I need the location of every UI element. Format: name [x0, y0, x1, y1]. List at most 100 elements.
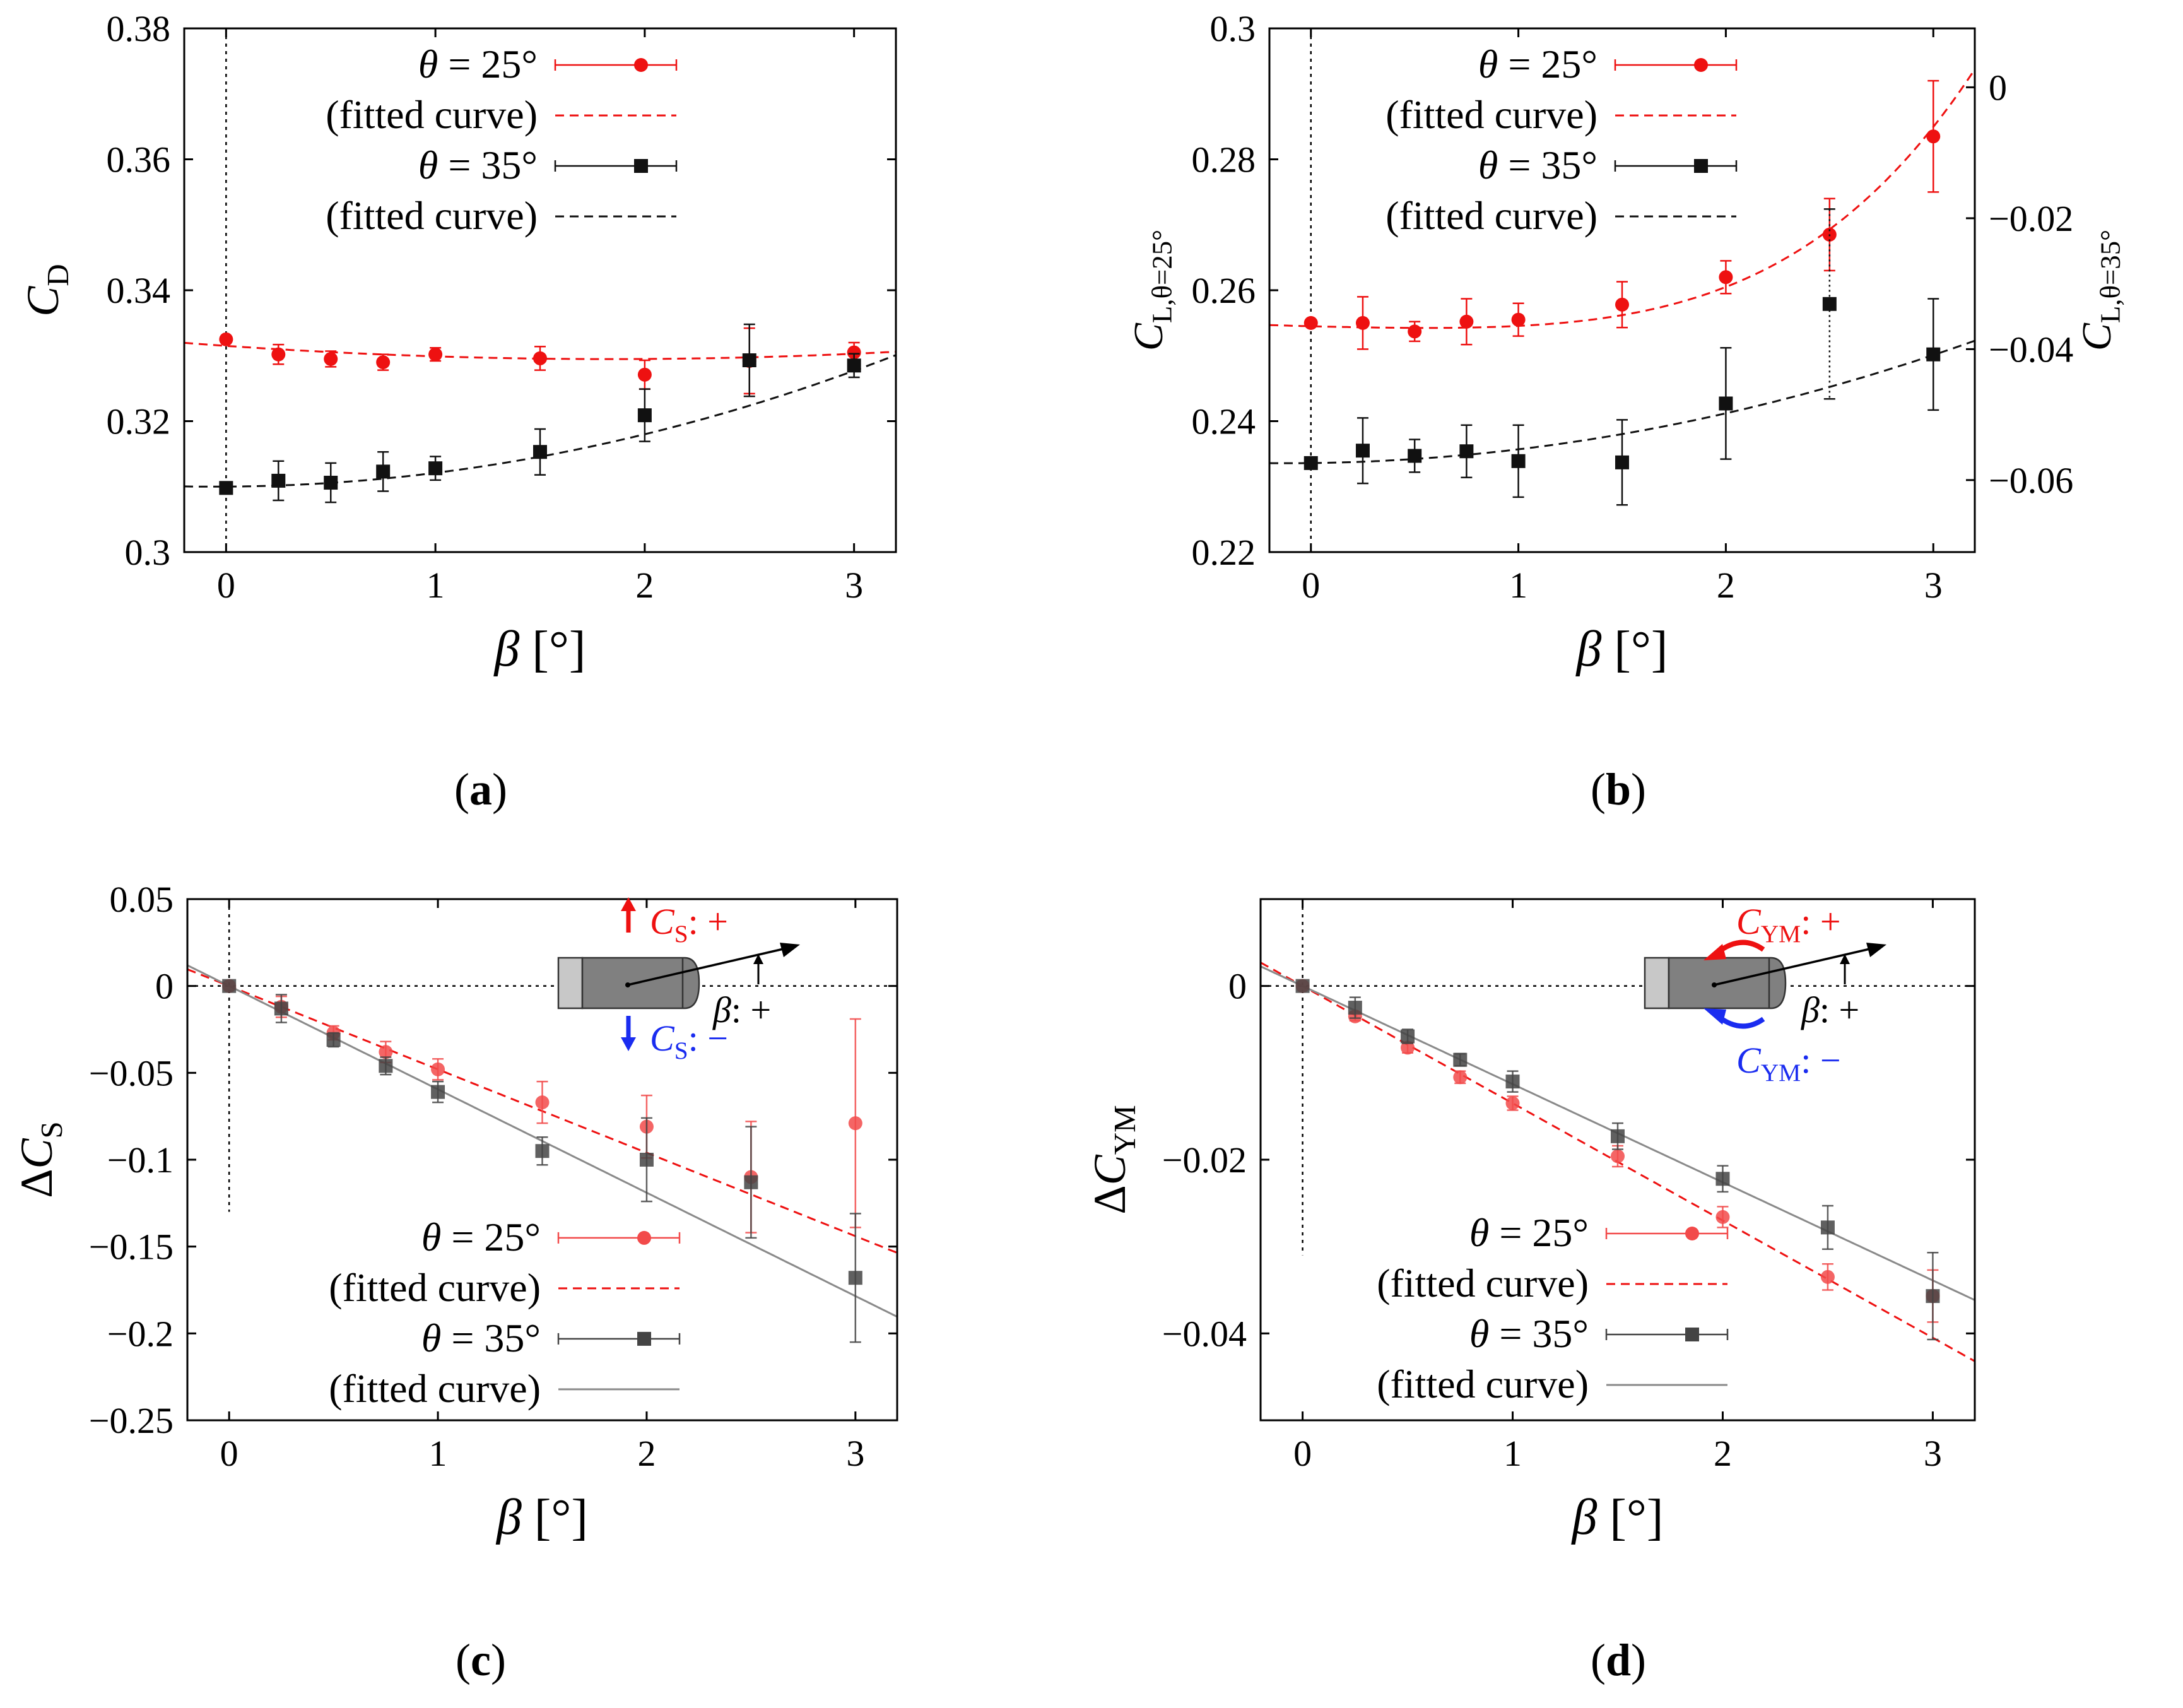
- data-point: [376, 355, 391, 370]
- data-point: [326, 1033, 341, 1047]
- data-point: [1408, 449, 1422, 463]
- x-axis-label: β [°]: [493, 621, 585, 677]
- data-point: [1459, 314, 1474, 329]
- data-point: [1820, 1220, 1835, 1235]
- y-tick-label: 0.28: [1192, 139, 1256, 180]
- legend-marker: [1694, 58, 1708, 72]
- y-tick-label: 0.34: [107, 270, 171, 311]
- legend-marker: [1685, 1227, 1699, 1241]
- data-point: [1715, 1172, 1730, 1186]
- legend-label: (fitted curve): [329, 1265, 541, 1310]
- y-tick-label: 0: [155, 966, 174, 1007]
- y-axis-label: ΔCYM: [1085, 1105, 1142, 1214]
- data-point: [324, 476, 338, 490]
- data-point: [848, 1116, 862, 1131]
- data-point: [1719, 270, 1733, 285]
- panel-caption: (c): [456, 1635, 506, 1685]
- y2-tick-label: 0: [1989, 67, 2007, 108]
- wind-vector: [627, 946, 789, 986]
- y-tick-label: 0.3: [1210, 8, 1256, 49]
- data-point: [1505, 1096, 1520, 1110]
- data-point: [1611, 1149, 1625, 1163]
- wind-vector: [1714, 946, 1876, 986]
- panel-c: 0 1 2 3 −0.25 −0.2 −0.15 −0.1 −0.05 0 0.05 β [°] ΔCS…: [11, 879, 898, 1685]
- data-point: [1820, 1269, 1835, 1284]
- legend-marker: [634, 58, 648, 72]
- y-tick-label: 0.38: [107, 8, 171, 49]
- y-axis-label: CL,θ=25°: [1126, 230, 1178, 351]
- x-tick-label: 1: [427, 565, 445, 606]
- data-point: [744, 1175, 758, 1189]
- x-tick-label: 0: [217, 565, 235, 606]
- data-point: [428, 347, 443, 362]
- data-point: [1295, 979, 1310, 993]
- beta-arrowhead: [1840, 954, 1850, 964]
- data-point: [535, 1095, 550, 1110]
- x-tick-label: 2: [1717, 565, 1735, 606]
- inset-minus-label: CYM: −: [1736, 1040, 1841, 1087]
- data-point: [1453, 1070, 1468, 1085]
- data-point: [431, 1085, 445, 1099]
- data-point: [639, 1153, 654, 1167]
- data-point: [533, 351, 547, 365]
- data-point: [1408, 324, 1422, 339]
- panel-a: 0 1 2 3 0.3 0.32 0.34 0.36 0.38 β [°] CD θ = 25° (fi…: [18, 8, 897, 815]
- data-point: [1719, 396, 1733, 411]
- data-point: [1615, 297, 1629, 312]
- data-point: [1459, 444, 1474, 459]
- x-tick-label: 0: [1293, 1433, 1312, 1474]
- plot-area: [184, 28, 896, 552]
- y-tick-label: −0.02: [1162, 1140, 1247, 1181]
- data-point: [1926, 1289, 1940, 1304]
- beta-arrowhead: [753, 954, 763, 964]
- y-tick-label: 0.05: [110, 879, 174, 920]
- y-axis-label: CD: [18, 264, 75, 316]
- x-axis-label: β [°]: [495, 1490, 588, 1545]
- legend-label: (fitted curve): [329, 1366, 541, 1411]
- y2-axis-label: CL,θ=35°: [2074, 230, 2126, 351]
- data-point: [1355, 315, 1370, 330]
- data-point: [1926, 129, 1941, 144]
- data-point: [271, 347, 286, 362]
- legend-label: θ = 25°: [1478, 42, 1598, 86]
- plot-area: [187, 899, 897, 1343]
- inset-diagram: CYM: + CYM: − β: +: [1644, 901, 1886, 1087]
- y2-tick-label: −0.02: [1989, 198, 2073, 239]
- panel-d: 0 1 2 3 −0.04 −0.02 0 β [°] ΔCYM θ = 25° (fitted c…: [1085, 898, 1976, 1685]
- legend-label: (fitted curve): [1386, 193, 1598, 238]
- plot-area: [1269, 28, 1975, 552]
- x-tick-label: 2: [1714, 1433, 1732, 1474]
- inset-diagram: CS: + CS: −β: +: [557, 897, 800, 1064]
- legend-label: (fitted curve): [1377, 1362, 1589, 1406]
- inset-plus-label: CS: +: [650, 901, 728, 948]
- y-tick-label: 0: [1228, 966, 1247, 1007]
- data-point: [1453, 1052, 1468, 1067]
- minus-arrowhead: [621, 1037, 636, 1051]
- x-tick-label: 1: [1503, 1433, 1522, 1474]
- y-tick-label: −0.2: [107, 1313, 174, 1354]
- plot-area: [1261, 899, 1975, 1362]
- x-tick-label: 0: [1302, 565, 1320, 606]
- data-point: [1715, 1210, 1730, 1224]
- data-point: [274, 1001, 288, 1016]
- data-point: [1355, 444, 1370, 458]
- panel-caption: (a): [454, 764, 507, 815]
- data-point: [1505, 1075, 1520, 1089]
- y-tick-label: −0.1: [107, 1140, 174, 1181]
- data-point: [637, 367, 652, 382]
- legend-label: θ = 25°: [418, 42, 538, 86]
- y-axis-label: ΔCS: [11, 1121, 69, 1198]
- wind-arrowhead: [1866, 943, 1886, 957]
- inset-beta-label: β: +: [1801, 989, 1859, 1030]
- y-tick-label: 0.26: [1192, 270, 1256, 311]
- legend: θ = 25° (fitted curve) θ = 35° (fitted curv…: [1386, 42, 1738, 238]
- data-point: [1611, 1129, 1625, 1143]
- legend-label: (fitted curve): [326, 193, 538, 238]
- x-tick-label: 3: [845, 565, 863, 606]
- data-point: [1926, 347, 1941, 362]
- data-point: [742, 353, 756, 368]
- x-tick-label: 3: [1924, 1433, 1942, 1474]
- data-point: [324, 351, 338, 366]
- minus-arrowhead: [1703, 1008, 1726, 1025]
- data-point: [847, 345, 861, 360]
